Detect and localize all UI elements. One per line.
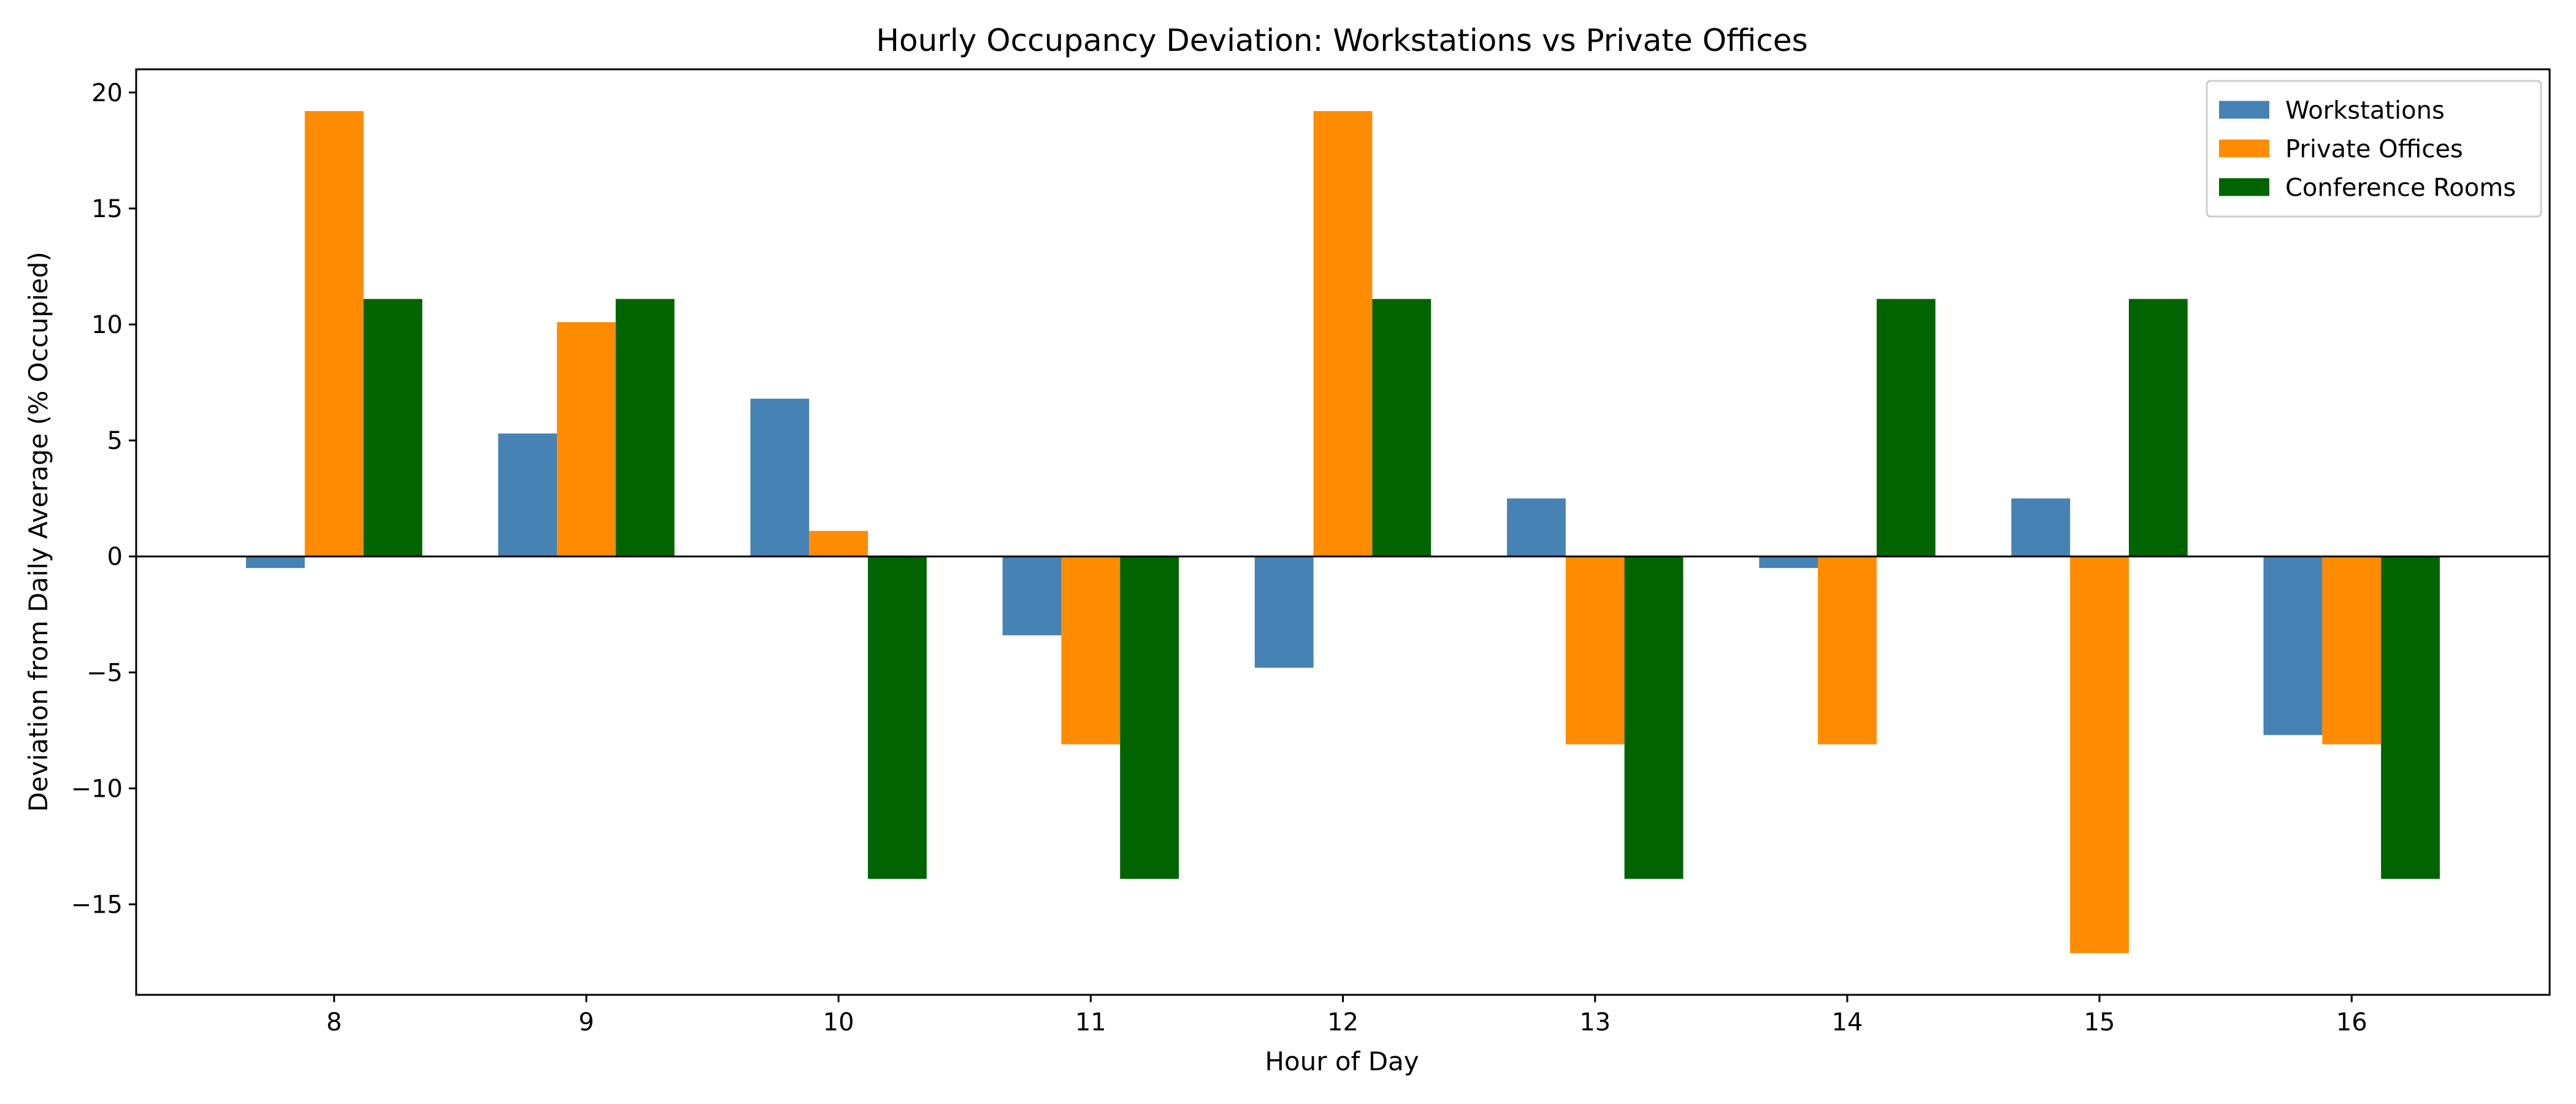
x-tick-label: 16 [2336,1008,2367,1037]
bar-conference-rooms-13 [1624,556,1684,879]
x-tick-label: 15 [2084,1008,2115,1037]
y-tick-label: 10 [91,311,123,339]
bar-workstations-11 [1002,556,1062,635]
bar-workstations-12 [1254,556,1314,668]
x-tick-label: 13 [1579,1008,1611,1037]
bar-private-offices-15 [2070,556,2129,953]
y-tick-label: −15 [71,891,123,919]
x-tick-label: 12 [1327,1008,1359,1037]
bar-private-offices-11 [1061,556,1121,745]
bar-private-offices-9 [557,322,616,557]
bar-workstations-10 [750,399,810,557]
y-tick-label: −10 [71,775,123,803]
y-tick-label: 0 [107,543,123,571]
x-tick-label: 8 [326,1008,342,1037]
chart-title: Hourly Occupancy Deviation: Workstations… [876,23,1807,58]
bar-workstations-13 [1506,498,1566,557]
bars-layer [246,111,2440,953]
legend: Workstations Private Offices Conference Ro… [2206,80,2542,218]
bar-conference-rooms-11 [1120,556,1179,879]
bar-private-offices-16 [2322,556,2382,745]
x-tick-label: 10 [823,1008,854,1037]
bar-conference-rooms-16 [2381,556,2440,879]
x-tick-label: 14 [1831,1008,1863,1037]
x-axis: 8 9 10 11 12 13 14 15 16 [326,995,2367,1037]
bar-conference-rooms-14 [1876,299,1936,557]
legend-swatch-conference-rooms [2219,178,2269,196]
legend-swatch-workstations [2219,101,2269,119]
bar-conference-rooms-8 [363,299,423,557]
x-tick-label: 9 [578,1008,594,1037]
bar-workstations-14 [1759,556,1818,569]
x-axis-title: Hour of Day [1265,1046,1419,1076]
bar-conference-rooms-15 [2128,299,2188,557]
legend-label: Workstations [2285,97,2445,125]
bar-workstations-15 [2011,498,2071,557]
bar-conference-rooms-12 [1372,299,1432,557]
legend-label: Private Offices [2285,136,2463,164]
y-tick-label: 20 [91,79,123,107]
x-tick-label: 11 [1075,1008,1106,1037]
legend-label: Conference Rooms [2285,174,2516,202]
bar-conference-rooms-9 [615,299,675,557]
y-axis: −15 −10 −5 0 5 10 15 20 [71,79,136,919]
legend-box [2206,80,2542,218]
bar-workstations-16 [2263,556,2323,735]
y-tick-label: −5 [86,659,123,687]
bar-private-offices-8 [304,111,364,557]
bar-private-offices-12 [1313,111,1373,557]
bar-workstations-9 [498,433,558,557]
y-axis-title: Deviation from Daily Average (% Occupied… [23,251,53,812]
y-tick-label: 5 [107,427,123,455]
bar-private-offices-10 [809,531,868,557]
legend-swatch-private-offices [2219,139,2269,158]
bar-conference-rooms-10 [868,556,927,879]
bar-workstations-8 [246,556,305,569]
y-tick-label: 15 [91,195,123,223]
bar-private-offices-13 [1565,556,1625,745]
bar-private-offices-14 [1817,556,1877,745]
